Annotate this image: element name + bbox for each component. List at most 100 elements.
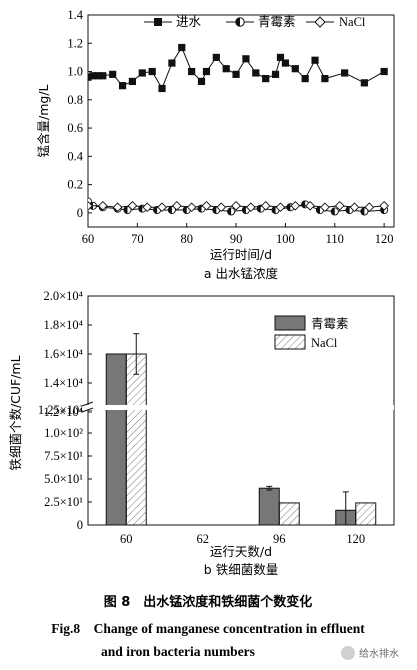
chart-b-legend: 青霉素 NaCl [274,315,349,350]
chart-b-bars [105,333,377,526]
marker-half [84,198,88,205]
bar [258,487,280,526]
legend-label-penicillin: 青霉素 [258,14,296,29]
data-point-square [301,75,309,83]
y-tick-label: 7.5×10¹ [44,449,83,463]
legend-label-b-nacl: NaCl [311,336,338,350]
data-point-square [341,69,349,77]
figure-caption-cn: 图 8 出水锰浓度和铁细菌个数变化 [104,594,313,610]
bar [105,353,127,526]
chart-a: 60 70 80 90 100 110 12000.20.40.60.81.01.21.4 … [36,8,395,281]
marker-half [123,206,128,214]
data-point-square [94,72,102,80]
data-point-diamond [112,202,123,213]
figure-caption-en-line2: and iron bacteria numbers [101,644,255,659]
watermark: 给水排水 [341,646,399,660]
y-tick-label: 1.4 [67,8,83,22]
data-point-square [252,69,260,77]
y-tick-label: 0.6 [67,121,83,135]
bar [278,502,300,526]
x-tick-label: 60 [82,232,95,246]
x-tick-label: 60 [120,532,133,546]
legend-label-inflow: 进水 [176,14,202,29]
data-point-diamond [334,200,345,211]
x-tick-label: 70 [131,232,144,246]
data-point-square [148,67,156,76]
figure-caption-en-line1: Fig.8 Change of manganese concentration … [51,621,365,636]
data-point-square [271,70,280,78]
data-point-diamond [157,202,167,213]
data-point-square [138,69,146,77]
marker-half [271,206,276,214]
chart-b-xlabel: 运行天数/d [210,544,272,559]
data-point-square [232,70,240,78]
x-tick-label: 80 [180,232,193,246]
y-tick-label: 0.8 [67,93,83,107]
marker-half [153,206,158,214]
data-point-square [158,84,166,93]
data-point-square [311,56,319,64]
y-tick-label: 1.0×10² [44,426,83,440]
data-point-square [281,59,290,67]
legend-swatch-penicillin [274,315,306,331]
y-tick-label: 1.0 [67,65,83,79]
y-tick-label: 1.8×10⁴ [43,318,83,332]
data-point-diamond [88,200,93,211]
y-tick-label: 0.2 [67,178,83,192]
bar [355,502,377,526]
legend-label-b-penicillin: 青霉素 [311,316,349,331]
x-tick-label: 96 [273,532,286,546]
legend-marker-square [154,18,162,26]
marker-half [316,206,320,214]
data-point-diamond [186,202,197,213]
data-point-square [188,67,196,76]
data-point-diamond [201,200,212,211]
chart-b-subtitle: b 铁细菌数量 [204,562,278,577]
x-tick-label: 120 [375,232,394,246]
legend-marker-diamond [314,16,326,28]
data-point-square [118,82,127,90]
marker-half [286,203,291,211]
y-tick-label: 0 [77,518,83,532]
chart-a-xlabel: 运行时间/d [210,247,272,262]
y-tick-label: 0 [77,206,83,220]
data-point-square [89,72,97,80]
wechat-icon [341,646,355,660]
y-tick-label: 1.6×10⁴ [43,347,83,361]
x-tick-label: 90 [230,232,243,246]
chart-a-legend: 进水 青霉素 NaCl [144,14,366,29]
marker-half [345,206,350,214]
error-bar [266,485,273,491]
data-point-diamond [305,200,315,211]
chart-b-ylabel: 铁细菌个数/CUF/mL [8,355,23,470]
data-point-square [202,67,211,76]
y-tick-label: 2.5×10¹ [44,495,83,509]
data-point-diamond [290,200,301,211]
data-point-diamond [320,202,330,213]
data-point-square [291,65,299,73]
y-tick-label: 1.4×10⁴ [43,376,83,390]
data-point-square [178,43,186,52]
data-point-square [262,75,270,83]
data-point-diamond [379,200,389,211]
data-point-square [168,59,176,67]
data-point-diamond [172,200,182,211]
chart-a-series [84,43,389,216]
data-point-diamond [97,200,108,211]
marker-half [360,207,365,216]
data-point-diamond [216,202,227,213]
y-tick-label: 2.0×10⁴ [43,289,83,303]
chart-b: 1.2×10⁴ 1.4×10⁴ 1.6×10⁴ 1.8×10⁴ 2.0×10⁴ 0 2.5×… [8,289,395,577]
chart-a-ylabel: 锰含量/mg/L [36,84,51,157]
marker-half [168,206,172,214]
x-tick-label: 120 [346,532,365,546]
data-point-half-circle [227,207,236,216]
marker-half [183,206,187,214]
marker-half [212,206,217,214]
chart-a-frame [87,14,395,228]
data-point-square [360,79,368,87]
data-point-diamond [246,202,256,213]
y-tick-label: 1.2×10⁴ [43,405,83,419]
chart-a-ticks: 60 70 80 90 100 110 120 0 0.2 0.4 0.6 0.8 1.0 1.2 1.4 [67,8,393,246]
data-point-diamond [349,202,360,213]
